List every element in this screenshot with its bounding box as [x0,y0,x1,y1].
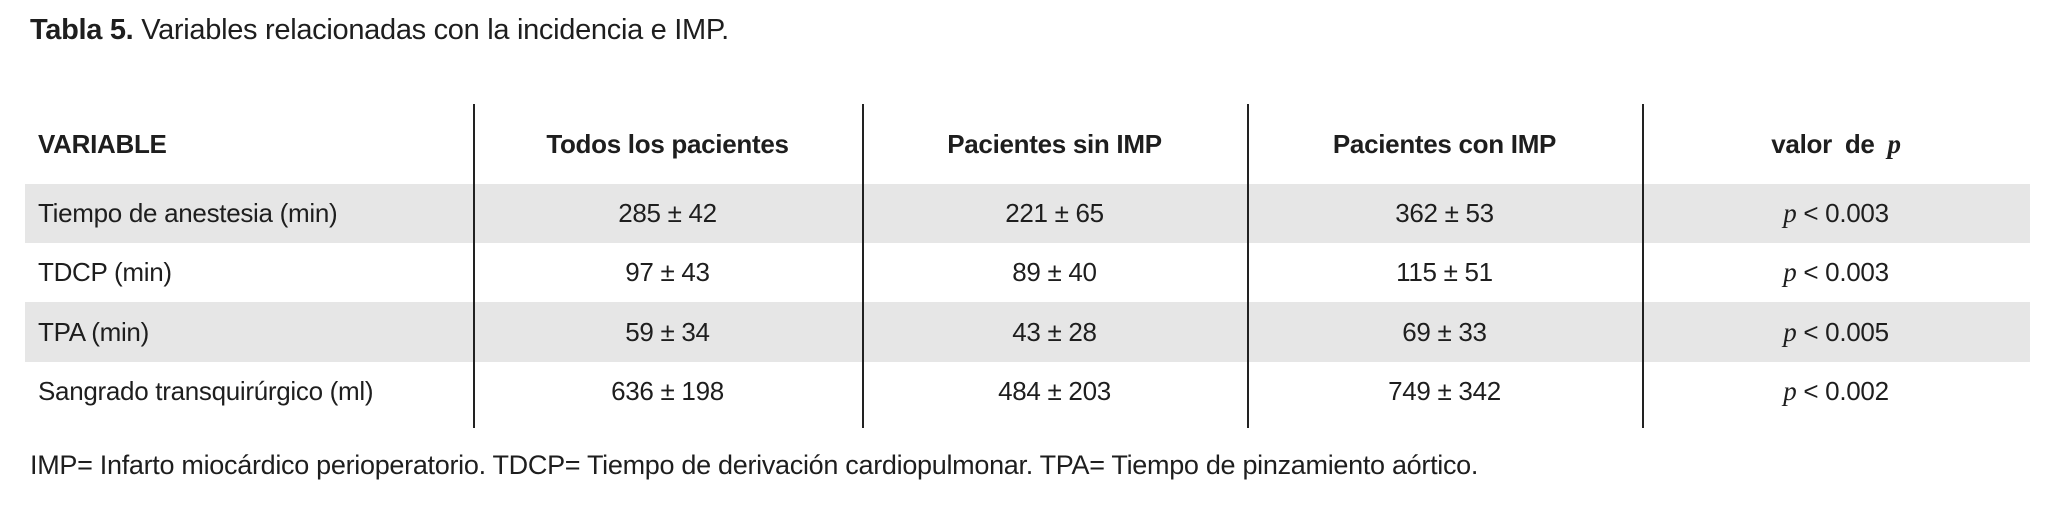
p-header-prefix: valor de [1771,128,1875,159]
p-value-text: p < 0.003 [1783,257,1889,288]
p-value-text: p < 0.002 [1783,376,1889,407]
p-symbol: p [1783,257,1797,287]
p-symbol: p [1783,376,1797,406]
table-footnote: IMP= Infarto miocárdico perioperatorio. … [30,450,1479,480]
column-divider [1247,104,1249,428]
cell-p-value: p < 0.003 [1642,243,2030,302]
cell-variable: TDCP (min) [38,257,172,287]
p-value-number: < 0.003 [1803,257,1889,287]
p-value-text: p < 0.003 [1783,198,1889,229]
cell-with-imp: 362 ± 53 [1395,198,1494,228]
table-row: TPA (min) 59 ± 34 43 ± 28 69 ± 33 p < 0.… [25,302,2030,362]
cell-without-imp: 484 ± 203 [998,376,1111,406]
cell-without-imp: 89 ± 40 [1012,257,1097,287]
table-title-label: Tabla 5. [30,14,134,46]
cell-with-imp: 749 ± 342 [1388,376,1501,406]
cell-variable: TPA (min) [38,316,149,347]
cell-p-value: p < 0.002 [1642,362,2030,421]
table-title: Tabla 5. Variables relacionadas con la i… [30,14,729,47]
p-value-number: < 0.002 [1803,376,1889,406]
p-value-number: < 0.003 [1803,198,1889,228]
cell-with-imp: 115 ± 51 [1396,257,1493,287]
column-divider [473,104,475,428]
cell-variable: Sangrado transquirúrgico (ml) [38,376,374,406]
column-divider [862,104,864,428]
column-header-p-value: valor de p [1642,104,2030,184]
p-symbol: p [1783,316,1797,347]
column-header-with-imp: Pacientes con IMP [1332,128,1557,159]
p-value-number: < 0.005 [1803,316,1889,347]
table-title-text: Variables relacionadas con la incidencia… [141,14,729,46]
p-symbol: p [1887,128,1902,159]
cell-p-value: p < 0.005 [1642,302,2030,362]
cell-without-imp: 43 ± 28 [1012,316,1097,347]
cell-all-patients: 285 ± 42 [618,198,717,228]
cell-p-value: p < 0.003 [1642,184,2030,243]
table-header-row: VARIABLE Todos los pacientes Pacientes s… [25,104,2030,184]
column-header-without-imp: Pacientes sin IMP [947,128,1162,159]
table-row: Sangrado transquirúrgico (ml) 636 ± 198 … [25,362,2030,421]
p-value-header-text: valor de p [1771,128,1902,160]
table-row: TDCP (min) 97 ± 43 89 ± 40 115 ± 51 p < … [25,243,2030,302]
column-header-all-patients: Todos los pacientes [546,128,789,159]
cell-all-patients: 636 ± 198 [611,376,724,406]
p-value-text: p < 0.005 [1783,317,1889,348]
cell-with-imp: 69 ± 33 [1402,316,1487,347]
p-symbol: p [1783,198,1797,228]
data-table: VARIABLE Todos los pacientes Pacientes s… [25,104,2030,428]
cell-all-patients: 59 ± 34 [625,316,710,347]
cell-all-patients: 97 ± 43 [625,257,710,287]
table-row: Tiempo de anestesia (min) 285 ± 42 221 ±… [25,184,2030,243]
column-header-variable: VARIABLE [38,128,167,159]
cell-variable: Tiempo de anestesia (min) [38,198,338,228]
column-divider [1642,104,1644,428]
cell-without-imp: 221 ± 65 [1005,198,1104,228]
